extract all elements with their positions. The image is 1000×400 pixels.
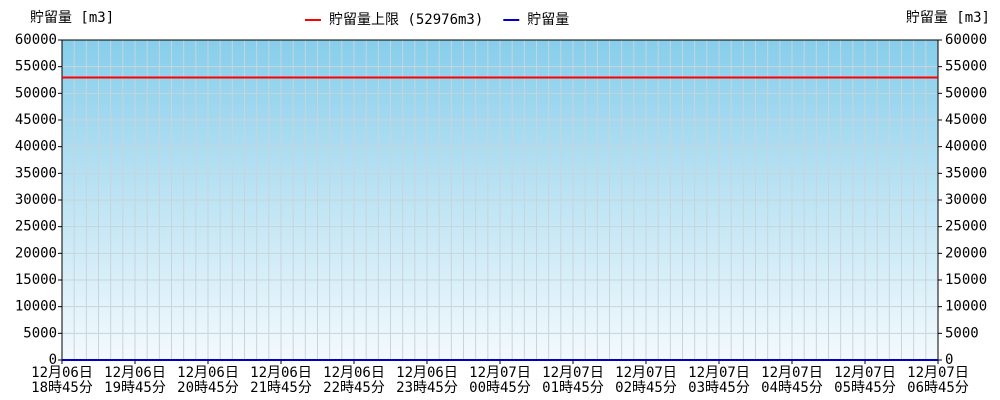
x-tick-label: 12月06日	[31, 365, 93, 381]
x-tick-label: 00時45分	[469, 380, 531, 396]
y-tick-label: 50000	[15, 85, 57, 101]
x-tick-label: 12月06日	[177, 365, 239, 381]
y2-tick-label: 55000	[945, 59, 987, 75]
x-tick-label: 03時45分	[688, 380, 750, 396]
y-tick-label: 15000	[15, 272, 57, 288]
x-tick-label: 12月07日	[907, 365, 969, 381]
y-tick-label: 45000	[15, 112, 57, 128]
y-axis-title: 貯留量 [m3]	[30, 10, 114, 26]
y-tick-label: 35000	[15, 165, 57, 181]
y2-tick-label: 45000	[945, 112, 987, 128]
x-tick-label: 01時45分	[542, 380, 604, 396]
y-tick-label: 10000	[15, 299, 57, 315]
y-tick-label: 55000	[15, 59, 57, 75]
y2-tick-label: 25000	[945, 219, 987, 235]
x-tick-label: 23時45分	[396, 380, 458, 396]
x-tick-label: 04時45分	[761, 380, 823, 396]
x-tick-label: 05時45分	[834, 380, 896, 396]
y-tick-label: 5000	[23, 325, 57, 341]
x-tick-label: 12月07日	[542, 365, 604, 381]
x-tick-label: 12月07日	[688, 365, 750, 381]
y-tick-label: 30000	[15, 192, 57, 208]
x-tick-label: 12月07日	[615, 365, 677, 381]
y-tick-label: 0	[49, 352, 57, 368]
x-tick-label: 12月06日	[323, 365, 385, 381]
x-tick-label: 20時45分	[177, 380, 239, 396]
y-tick-label: 20000	[15, 245, 57, 261]
x-tick-label: 12月06日	[250, 365, 312, 381]
x-tick-label: 06時45分	[907, 380, 969, 396]
y2-tick-label: 10000	[945, 299, 987, 315]
y2-tick-label: 60000	[945, 32, 987, 48]
y2-tick-label: 20000	[945, 245, 987, 261]
x-tick-label: 12月07日	[761, 365, 823, 381]
y2-tick-label: 50000	[945, 85, 987, 101]
x-tick-label: 18時45分	[31, 380, 93, 396]
y-tick-label: 60000	[15, 32, 57, 48]
y2-axis-title: 貯留量 [m3]	[906, 10, 990, 26]
y2-tick-label: 35000	[945, 165, 987, 181]
x-tick-label: 02時45分	[615, 380, 677, 396]
legend-label: 貯留量	[527, 12, 569, 28]
legend-label: 貯留量上限 (52976m3)	[329, 12, 483, 28]
y2-tick-label: 30000	[945, 192, 987, 208]
x-tick-label: 21時45分	[250, 380, 312, 396]
x-tick-label: 19時45分	[104, 380, 166, 396]
x-tick-label: 12月06日	[104, 365, 166, 381]
y2-tick-label: 15000	[945, 272, 987, 288]
y2-tick-label: 5000	[945, 325, 979, 341]
y-tick-label: 40000	[15, 139, 57, 155]
y-tick-label: 25000	[15, 219, 57, 235]
x-tick-label: 12月06日	[396, 365, 458, 381]
y2-tick-label: 0	[945, 352, 953, 368]
x-tick-label: 12月07日	[834, 365, 896, 381]
x-tick-label: 12月07日	[469, 365, 531, 381]
y2-tick-label: 40000	[945, 139, 987, 155]
x-tick-label: 22時45分	[323, 380, 385, 396]
